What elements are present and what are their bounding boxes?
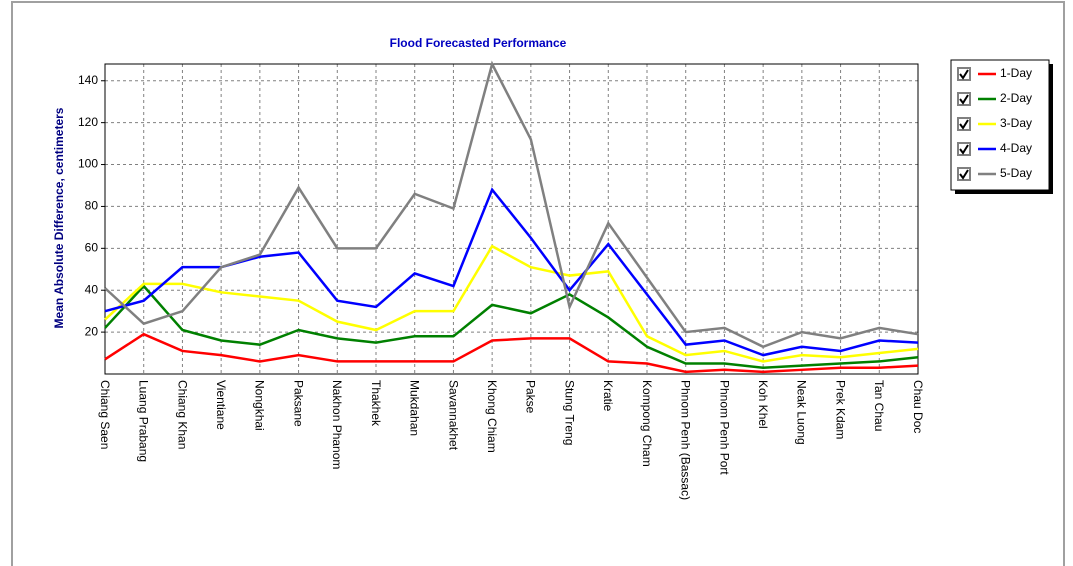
x-tick-label: Pakse: [524, 380, 538, 414]
legend-label: 3-Day: [1000, 116, 1032, 130]
x-tick-label: Luang Prabang: [137, 380, 151, 462]
x-tick-label: Savannakhet: [446, 380, 460, 451]
x-tick-label: Phnom Penh (Bassac): [679, 380, 693, 500]
x-tick-label: Thakhek: [369, 380, 383, 427]
legend-shadow: [1049, 64, 1053, 194]
x-tick-label: Kompong Cham: [640, 380, 654, 467]
legend-shadow: [955, 190, 1053, 194]
x-tick-label: Mukdahan: [408, 380, 422, 436]
x-tick-label: Vientiane: [214, 380, 228, 430]
chart-title: Flood Forecasted Performance: [390, 36, 567, 50]
x-tick-label: Chiang Khan: [175, 380, 189, 449]
y-tick-label: 80: [85, 199, 99, 213]
y-tick-label: 100: [78, 157, 98, 171]
y-tick-label: 60: [85, 240, 99, 254]
x-tick-label: Chiang Saen: [98, 380, 112, 449]
x-tick-label: Paksane: [291, 380, 305, 427]
y-tick-label: 140: [78, 73, 98, 87]
y-tick-label: 40: [85, 282, 99, 296]
plot-border: [104, 63, 919, 375]
legend-check[interactable]: [959, 119, 969, 130]
legend-check[interactable]: [959, 144, 969, 155]
x-tick-label: Phnom Penh Port: [717, 380, 731, 475]
x-tick-label: Khong Chiam: [485, 380, 499, 453]
series-line: [104, 284, 919, 369]
legend-label: 1-Day: [1000, 66, 1032, 80]
x-tick-label: Nongkhai: [253, 380, 267, 431]
x-tick-label: Prek Kdam: [833, 380, 847, 439]
series-line: [104, 332, 919, 374]
x-tick-label: Kratie: [601, 380, 615, 412]
y-tick-label: 120: [78, 115, 98, 129]
x-tick-label: Neak Luong: [795, 380, 809, 445]
legend-check[interactable]: [959, 69, 969, 80]
legend-check[interactable]: [959, 169, 969, 180]
legend-label: 5-Day: [1000, 166, 1032, 180]
x-tick-label: Koh Khel: [756, 380, 770, 429]
legend-check[interactable]: [959, 94, 969, 105]
x-tick-label: Stung Treng: [562, 380, 576, 445]
x-tick-label: Nakhon Phanom: [330, 380, 344, 469]
series-line: [104, 60, 919, 349]
x-tick-label: Tan Chau: [872, 380, 886, 431]
y-axis-label: Mean Absolute Difference, centimeters: [52, 107, 66, 328]
y-tick-label: 20: [85, 324, 99, 338]
legend-label: 2-Day: [1000, 91, 1032, 105]
series-line: [104, 244, 919, 363]
legend-label: 4-Day: [1000, 141, 1032, 155]
x-tick-label: Chau Doc: [911, 380, 925, 433]
